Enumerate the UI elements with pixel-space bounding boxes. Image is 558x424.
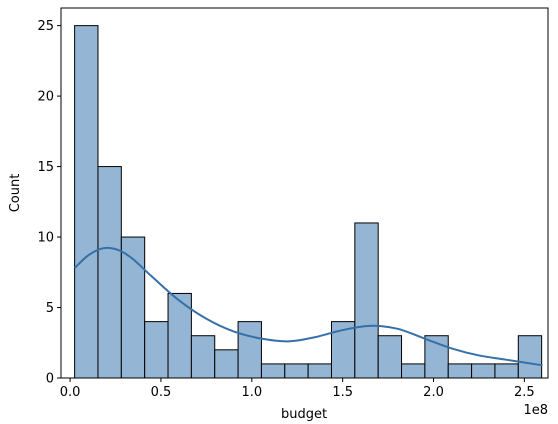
y-tick-label: 5 [46,301,54,316]
plot-frame [60,7,549,379]
histogram-bar [307,363,332,379]
histogram-bar [237,321,262,379]
histogram-bar [447,363,473,379]
y-axis-label: Count [8,174,23,213]
y-tick-label: 0 [46,372,54,387]
x-ticks-group: 0.0 0.5 1.0 1.5 2.0 2.5 [60,378,535,400]
histogram-bar [377,335,403,379]
histogram-bar [517,335,543,379]
x-tick-label: 2.5 [514,385,535,400]
histogram-bar [214,349,239,379]
histogram-bar [190,335,216,379]
x-tick-label: 0.5 [151,385,172,400]
histogram-bar [260,363,286,379]
y-tick-label: 15 [37,160,54,175]
y-tick-label: 10 [37,231,54,246]
histogram-bar [284,363,309,379]
y-ticks-group: 0 5 10 15 20 25 [37,19,61,387]
histogram-bar [354,222,379,379]
y-tick-label: 20 [37,90,54,105]
x-tick-label: 1.0 [241,385,262,400]
y-tick-label: 25 [37,19,54,34]
histogram-bar [74,25,99,379]
histogram-bar [494,363,519,379]
x-offset-text: 1e8 [523,403,548,418]
kde-curve [73,246,543,367]
histogram-bar [401,363,426,379]
histogram-bar [97,166,122,379]
x-tick-label: 2.0 [423,385,444,400]
histogram-bar [144,321,169,379]
x-tick-label: 1.5 [332,385,353,400]
x-tick-label: 0.0 [60,385,81,400]
x-axis-label: budget [281,407,327,422]
bars-group [74,25,543,379]
histogram-bar [471,363,496,379]
